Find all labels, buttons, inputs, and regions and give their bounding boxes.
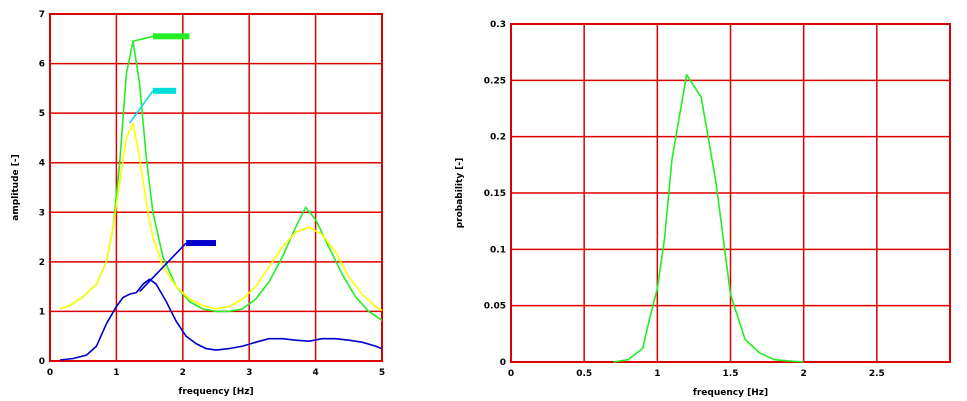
annotation-leader (129, 90, 154, 124)
series-line-2 (59, 278, 383, 361)
y-tick-label: 0.25 (484, 76, 506, 86)
y-tick-label: 4 (39, 159, 45, 169)
y-tick-label: 0.15 (484, 189, 506, 199)
probability-chart: 0 0.5 1 1.5 2 2.5 0 0.05 0.1 0.15 0.2 0.25 0.3 freque… (455, 20, 951, 398)
y-tick-label: 6 (39, 60, 45, 70)
x-tick-label: 2 (180, 368, 186, 378)
y-axis-label: probability [-] (455, 158, 465, 229)
annotation-leader (132, 35, 154, 43)
annotation-leader (139, 242, 187, 293)
x-tick-label: 0 (508, 369, 514, 379)
x-tick-label: 0 (47, 368, 53, 378)
y-tick-label: 0.1 (490, 245, 506, 255)
x-tick-label: 3 (246, 368, 252, 378)
y-tick-label: 0 (39, 357, 45, 367)
series-line-1 (59, 122, 383, 312)
annotation-marker (152, 87, 177, 94)
plot-frame (49, 13, 383, 362)
y-tick-label: 2 (39, 258, 45, 268)
y-tick-label: 1 (39, 307, 45, 317)
y-tick-label: 0.3 (490, 20, 506, 30)
y-tick-label: 5 (39, 109, 45, 119)
y-tick-label: 0.2 (490, 133, 506, 143)
x-axis-label: frequency [Hz] (693, 388, 768, 398)
y-axis-label: amplitude [-] (11, 154, 21, 220)
series-line-0 (59, 40, 383, 322)
x-tick-label: 0.5 (576, 369, 592, 379)
amplitude-chart: 0 1 2 3 4 5 0 1 2 3 4 5 6 7 frequency [Hz] amplitude [-… (11, 10, 385, 397)
x-tick-label: 2 (801, 369, 807, 379)
x-tick-label: 1 (113, 368, 119, 378)
y-tick-label: 0.05 (484, 302, 506, 312)
x-tick-label: 5 (379, 368, 385, 378)
y-tick-label: 0 (500, 358, 506, 368)
x-tick-label: 1 (654, 369, 660, 379)
x-axis-label: frequency [Hz] (178, 387, 253, 397)
y-tick-label: 7 (39, 10, 45, 20)
x-tick-label: 1.5 (723, 369, 739, 379)
y-tick-label: 3 (39, 208, 45, 218)
x-tick-label: 2.5 (869, 369, 885, 379)
plot-frame (510, 23, 951, 363)
series-line-0 (613, 73, 804, 363)
annotation-marker (186, 240, 216, 247)
annotation-marker (152, 33, 190, 40)
x-tick-label: 4 (312, 368, 318, 378)
